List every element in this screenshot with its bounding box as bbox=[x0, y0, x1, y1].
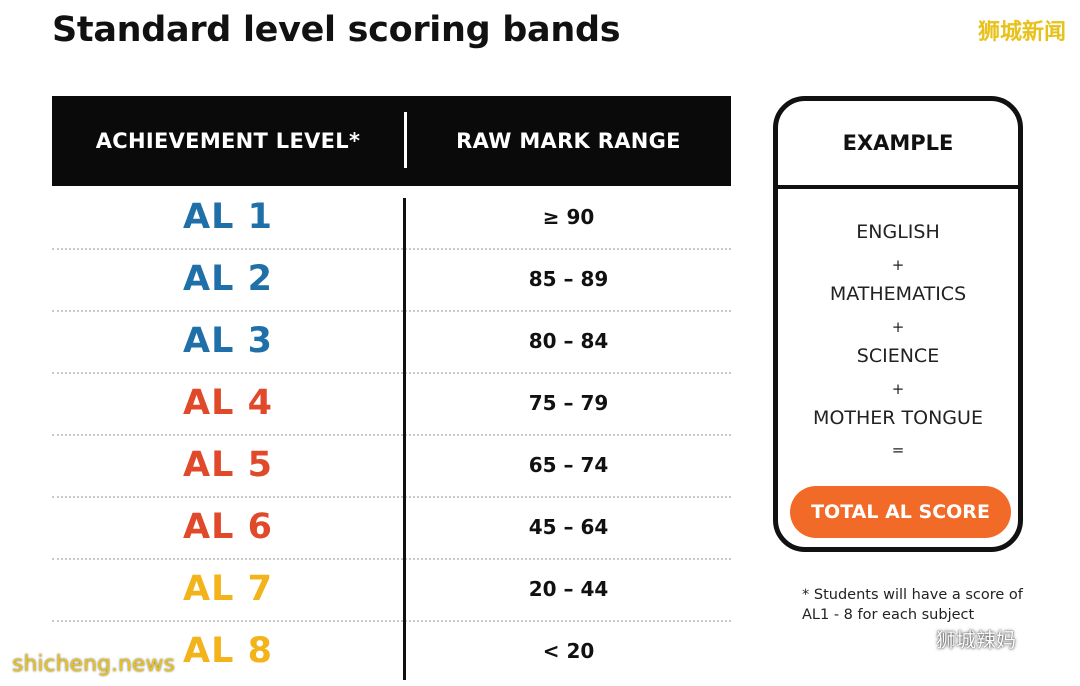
page-title: Standard level scoring bands bbox=[52, 10, 621, 50]
achievement-level: AL 1 bbox=[183, 197, 273, 237]
example-subject-mother-tongue: MOTHER TONGUE bbox=[813, 407, 983, 429]
example-card: EXAMPLE ENGLISH + MATHEMATICS + SCIENCE … bbox=[773, 96, 1023, 552]
table-row: AL 6 45 – 64 bbox=[52, 496, 731, 558]
table-row: AL 8 < 20 bbox=[52, 620, 731, 682]
footnote: * Students will have a score of AL1 - 8 … bbox=[802, 587, 1023, 623]
plus-sign: + bbox=[891, 256, 905, 274]
watermark-bottom-right: 狮城辣妈 bbox=[900, 620, 1016, 656]
achievement-level: AL 8 bbox=[183, 631, 273, 671]
achievement-level: AL 7 bbox=[183, 569, 273, 609]
raw-mark-range: ≥ 90 bbox=[542, 205, 595, 229]
raw-mark-range: 65 – 74 bbox=[528, 453, 609, 477]
raw-mark-range: 20 – 44 bbox=[528, 577, 609, 601]
example-subject-mathematics: MATHEMATICS bbox=[829, 283, 967, 305]
watermark-top: 狮城新闻 bbox=[977, 20, 1066, 45]
achievement-level: AL 3 bbox=[183, 321, 273, 361]
achievement-level: AL 4 bbox=[183, 383, 273, 423]
table-row: AL 5 65 – 74 bbox=[52, 434, 731, 496]
watermark-bottom-left: shicheng.news bbox=[12, 652, 175, 677]
header-divider bbox=[404, 112, 407, 168]
row-divider bbox=[52, 496, 731, 498]
table-row: AL 2 85 – 89 bbox=[52, 248, 731, 310]
equals-sign: = bbox=[891, 441, 905, 459]
raw-mark-range: 75 – 79 bbox=[528, 391, 609, 415]
watermark-bottom-right-text: 狮城辣妈 bbox=[936, 627, 1016, 652]
plus-sign: + bbox=[891, 380, 905, 398]
column-divider bbox=[403, 198, 406, 680]
header-raw-mark-range: RAW MARK RANGE bbox=[456, 129, 681, 153]
example-heading: EXAMPLE bbox=[778, 101, 1018, 189]
table-row: AL 1 ≥ 90 bbox=[52, 186, 731, 248]
raw-mark-range: < 20 bbox=[542, 639, 595, 663]
achievement-level: AL 5 bbox=[183, 445, 273, 485]
table-row: AL 7 20 – 44 bbox=[52, 558, 731, 620]
plus-sign: + bbox=[891, 318, 905, 336]
example-subject-science: SCIENCE bbox=[856, 345, 940, 367]
wechat-icon bbox=[901, 627, 928, 649]
row-divider bbox=[52, 434, 731, 436]
raw-mark-range: 45 – 64 bbox=[528, 515, 609, 539]
row-divider bbox=[52, 248, 731, 250]
table-row: AL 3 80 – 84 bbox=[52, 310, 731, 372]
row-divider bbox=[52, 310, 731, 312]
achievement-level: AL 6 bbox=[183, 507, 273, 547]
total-al-score-badge: TOTAL AL SCORE bbox=[790, 486, 1011, 538]
raw-mark-range: 80 – 84 bbox=[528, 329, 609, 353]
table-row: AL 4 75 – 79 bbox=[52, 372, 731, 434]
row-divider bbox=[52, 372, 731, 374]
raw-mark-range: 85 – 89 bbox=[528, 267, 609, 291]
achievement-level: AL 2 bbox=[183, 259, 273, 299]
header-achievement-level: ACHIEVEMENT LEVEL* bbox=[95, 129, 361, 153]
example-subject-english: ENGLISH bbox=[856, 221, 940, 243]
row-divider bbox=[52, 620, 731, 622]
table-header: ACHIEVEMENT LEVEL* RAW MARK RANGE bbox=[52, 96, 731, 186]
row-divider bbox=[52, 558, 731, 560]
